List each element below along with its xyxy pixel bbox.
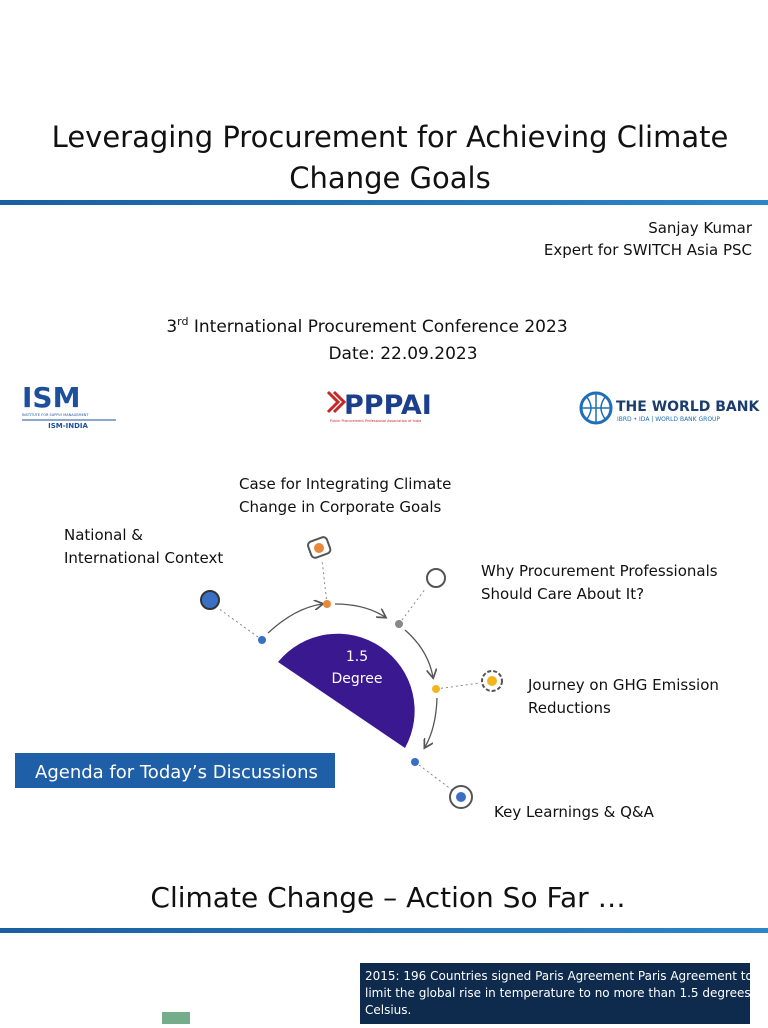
author-name: Sanjay Kumar [648,219,753,237]
pppai-logo: PPPAI Public Procurement Professional As… [326,390,432,423]
logo-name: PPPAI [344,390,432,421]
author-role: Expert for SWITCH Asia PSC [544,241,752,259]
icon-accent [314,543,324,553]
note: Celsius. [365,1003,411,1017]
agenda-item: Why Procurement Professionals [481,562,718,580]
divider [0,928,768,933]
title: Leveraging Procurement for Achieving Cli… [52,120,729,154]
arrow [425,697,438,747]
logo-tagline: Public Procurement Professional Associat… [330,419,421,423]
icon-accent [487,676,497,686]
icon [200,590,220,610]
note: limit the global rise in temperature to … [365,986,751,1000]
center-shape [278,633,415,748]
dot [323,600,331,608]
agenda-item: National & [64,526,143,544]
center-label: Degree [332,671,383,687]
divider [0,200,768,205]
agenda-item: International Context [64,549,223,567]
arrow [267,604,322,634]
arrow [334,603,385,617]
worldbank-logo: THE WORLD BANK IBRD • IDA | WORLD BANK G… [579,391,760,425]
connectors [217,559,481,791]
conference-name: International Procurement Conference 202… [188,317,567,337]
dot [432,685,440,693]
agenda-item: Case for Integrating Climate [239,475,451,493]
date: Date: 22.09.2023 [328,344,477,364]
dot [395,620,403,628]
dot [258,636,266,644]
agenda-item: Change in Corporate Goals [239,498,442,516]
agenda-item: Journey on GHG Emission [527,676,719,694]
arrow [404,629,433,677]
logo-mark [326,390,347,414]
agenda-item: Reductions [528,699,611,717]
title: Change Goals [289,161,490,195]
note-box [360,963,750,1024]
logo-tagline: INSTITUTE FOR SUPPLY MANAGEMENT [22,413,89,417]
icon [426,568,446,588]
agenda-label-box [15,753,335,788]
agenda-label: Agenda for Today’s Discussions [35,762,318,783]
logo-name: ISM [22,381,80,414]
agenda-diagram: 1.5 Degree National & International Cont… [64,475,719,821]
small-logo [162,1012,190,1024]
icon-accent [456,792,466,802]
ism-logo: ISM INSTITUTE FOR SUPPLY MANAGEMENT ISM-… [22,381,116,430]
suffix: rd [177,315,188,328]
logo-name: THE WORLD BANK [616,399,760,415]
logo-sub: ISM-INDIA [48,422,88,430]
note: 2015: 196 Countries signed Paris Agreeme… [365,969,753,983]
slide2-title: Climate Change – Action So Far … [150,881,625,914]
dot [411,758,419,766]
agenda-item: Key Learnings & Q&A [494,803,655,821]
ordinal: 3 [166,317,177,337]
globe-lines [581,393,611,423]
center-label: 1.5 [346,649,368,665]
conference: 3rd International Procurement Conference… [166,315,567,337]
logo-tagline: IBRD • IDA | WORLD BANK GROUP [617,416,720,423]
agenda-item: Should Care About It? [481,585,644,603]
